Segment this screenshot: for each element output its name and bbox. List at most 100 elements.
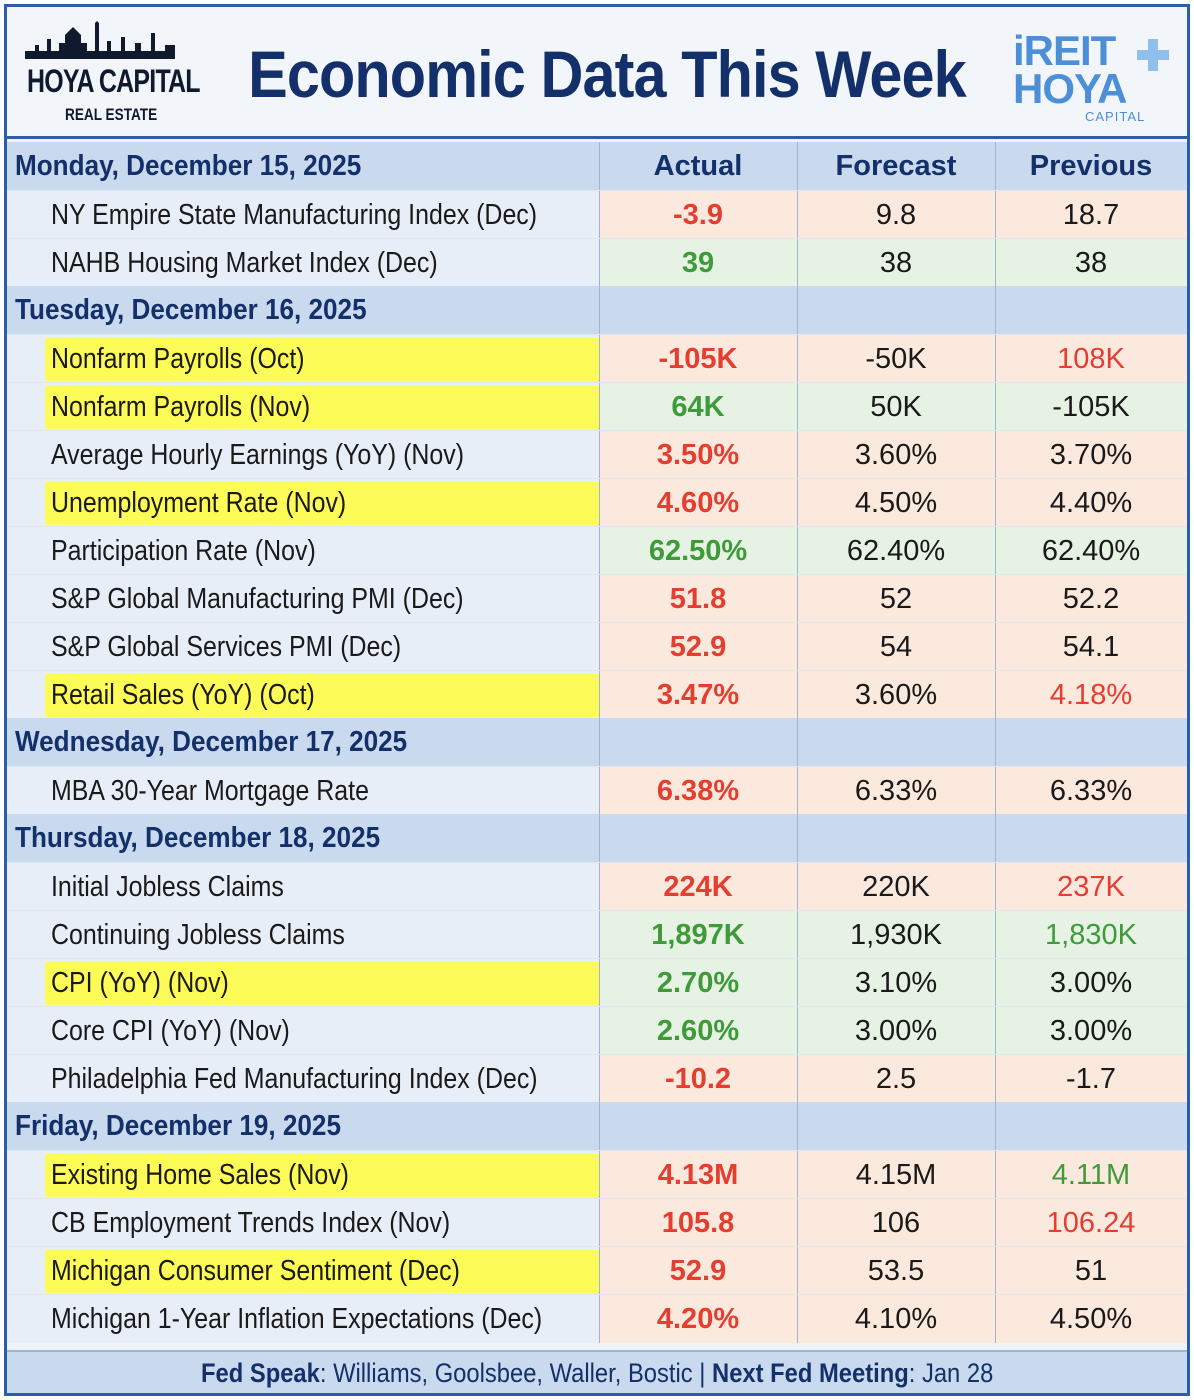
column-divider bbox=[995, 767, 996, 815]
column-divider bbox=[599, 623, 600, 671]
table-row: Continuing Jobless Claims 1,897K 1,930K 1,8… bbox=[7, 910, 1187, 959]
column-divider bbox=[995, 911, 996, 959]
column-divider bbox=[995, 239, 996, 287]
column-divider bbox=[599, 191, 600, 239]
column-divider bbox=[599, 1151, 600, 1199]
table-row: NY Empire State Manufacturing Index (Dec… bbox=[7, 190, 1187, 239]
indicator-name: NY Empire State Manufacturing Index (Dec… bbox=[51, 199, 538, 231]
column-divider bbox=[995, 1007, 996, 1055]
indicator-name-cell: S&P Global Services PMI (Dec) bbox=[7, 623, 599, 671]
indicator-name-cell: Average Hourly Earnings (YoY) (Nov) bbox=[7, 431, 599, 479]
indicator-name-cell: Philadelphia Fed Manufacturing Index (De… bbox=[7, 1055, 599, 1103]
column-divider bbox=[797, 1247, 798, 1295]
actual-value: -10.2 bbox=[599, 1055, 797, 1103]
indicator-name-cell: NY Empire State Manufacturing Index (Dec… bbox=[7, 191, 599, 239]
day-label-text: Thursday, December 18, 2025 bbox=[15, 822, 381, 854]
previous-value: -1.7 bbox=[995, 1055, 1187, 1103]
table-row: NAHB Housing Market Index (Dec) 39 38 38 bbox=[7, 238, 1187, 287]
table-row: S&P Global Services PMI (Dec) 52.9 54 54.1 bbox=[7, 622, 1187, 671]
table-row: Nonfarm Payrolls (Nov) 64K 50K -105K bbox=[7, 382, 1187, 431]
column-divider bbox=[797, 1295, 798, 1343]
day-header-row: Wednesday, December 17, 2025 bbox=[7, 718, 1187, 766]
indicator-name-cell: Existing Home Sales (Nov) bbox=[7, 1151, 599, 1199]
actual-value: 4.20% bbox=[599, 1295, 797, 1343]
indicator-name: Michigan Consumer Sentiment (Dec) bbox=[51, 1255, 460, 1287]
actual-value: 2.70% bbox=[599, 959, 797, 1007]
hoya-wordmark: HOYA bbox=[1013, 65, 1127, 112]
indicator-name: Continuing Jobless Claims bbox=[51, 919, 345, 951]
forecast-value: 6.33% bbox=[797, 767, 995, 815]
column-divider bbox=[797, 335, 798, 383]
indicator-name-cell: Retail Sales (YoY) (Oct) bbox=[7, 671, 599, 719]
actual-value: 64K bbox=[599, 383, 797, 431]
indicator-name-cell: Continuing Jobless Claims bbox=[7, 911, 599, 959]
indicator-name-cell: S&P Global Manufacturing PMI (Dec) bbox=[7, 575, 599, 623]
next-meeting-label: Next Fed Meeting bbox=[711, 1358, 909, 1388]
footer: Fed Speak: Williams, Goolsbee, Waller, B… bbox=[7, 1350, 1187, 1393]
table-row: Core CPI (YoY) (Nov) 2.60% 3.00% 3.00% bbox=[7, 1006, 1187, 1055]
indicator-name-cell: Core CPI (YoY) (Nov) bbox=[7, 1007, 599, 1055]
forecast-value: 2.5 bbox=[797, 1055, 995, 1103]
day-label-text: Wednesday, December 17, 2025 bbox=[15, 726, 408, 758]
column-divider bbox=[995, 1295, 996, 1343]
column-divider bbox=[599, 767, 600, 815]
column-divider bbox=[995, 718, 996, 766]
ireit-wordmark: iREIT bbox=[1013, 27, 1116, 74]
highlight-marker bbox=[45, 482, 599, 525]
column-divider bbox=[599, 863, 600, 911]
hoya-capital-wordmark: HOYA CAPITAL bbox=[27, 63, 201, 99]
day-header-row: Friday, December 19, 2025 bbox=[7, 1102, 1187, 1150]
day-label-text: Monday, December 15, 2025 bbox=[15, 150, 362, 182]
actual-value: 52.9 bbox=[599, 623, 797, 671]
fed-speak-label: Fed Speak bbox=[200, 1358, 320, 1388]
table-row: CB Employment Trends Index (Nov) 105.8 106… bbox=[7, 1198, 1187, 1247]
indicator-name-cell: NAHB Housing Market Index (Dec) bbox=[7, 239, 599, 287]
ireit-hoya-logo: iREIT HOYA CAPITAL bbox=[1013, 29, 1173, 125]
indicator-name: Nonfarm Payrolls (Nov) bbox=[51, 391, 311, 423]
column-header-actual: Actual bbox=[653, 150, 743, 182]
forecast-value: 1,930K bbox=[797, 911, 995, 959]
previous-value: 106.24 bbox=[995, 1199, 1187, 1247]
indicator-name: Core CPI (YoY) (Nov) bbox=[51, 1015, 290, 1047]
column-divider bbox=[797, 718, 798, 766]
column-divider bbox=[599, 1199, 600, 1247]
day-label: Wednesday, December 17, 2025 bbox=[7, 718, 599, 766]
column-divider bbox=[797, 1007, 798, 1055]
forecast-value: 38 bbox=[797, 239, 995, 287]
day-label: Tuesday, December 16, 2025 bbox=[7, 286, 599, 334]
forecast-value: 3.60% bbox=[797, 671, 995, 719]
forecast-value: 52 bbox=[797, 575, 995, 623]
highlight-marker bbox=[45, 962, 599, 1005]
actual-value: 3.47% bbox=[599, 671, 797, 719]
indicator-name: Participation Rate (Nov) bbox=[51, 535, 316, 567]
table-row: Average Hourly Earnings (YoY) (Nov) 3.50%… bbox=[7, 430, 1187, 479]
table-row: Unemployment Rate (Nov) 4.60% 4.50% 4.40% bbox=[7, 478, 1187, 527]
forecast-value: -50K bbox=[797, 335, 995, 383]
column-divider bbox=[797, 527, 798, 575]
actual-value: 2.60% bbox=[599, 1007, 797, 1055]
header: HOYA CAPITAL REAL ESTATE Economic Data T… bbox=[7, 7, 1187, 139]
column-divider bbox=[599, 479, 600, 527]
indicator-name: CB Employment Trends Index (Nov) bbox=[51, 1207, 451, 1239]
column-divider bbox=[797, 383, 798, 431]
actual-value: 39 bbox=[599, 239, 797, 287]
forecast-value: 3.60% bbox=[797, 431, 995, 479]
column-divider bbox=[599, 1007, 600, 1055]
plus-cross-icon bbox=[1137, 39, 1169, 71]
column-divider bbox=[995, 142, 996, 190]
forecast-value: 220K bbox=[797, 863, 995, 911]
previous-value: 1,830K bbox=[995, 911, 1187, 959]
column-divider bbox=[995, 671, 996, 719]
actual-value: 4.13M bbox=[599, 1151, 797, 1199]
actual-value: 105.8 bbox=[599, 1199, 797, 1247]
indicator-name: Average Hourly Earnings (YoY) (Nov) bbox=[51, 439, 465, 471]
column-divider bbox=[995, 527, 996, 575]
indicator-name: CPI (YoY) (Nov) bbox=[51, 967, 229, 999]
forecast-value: 106 bbox=[797, 1199, 995, 1247]
column-divider bbox=[599, 335, 600, 383]
highlight-marker bbox=[45, 338, 599, 381]
next-meeting-value: : Jan 28 bbox=[908, 1358, 994, 1388]
previous-value: 4.18% bbox=[995, 671, 1187, 719]
column-divider bbox=[797, 1199, 798, 1247]
column-divider bbox=[599, 911, 600, 959]
